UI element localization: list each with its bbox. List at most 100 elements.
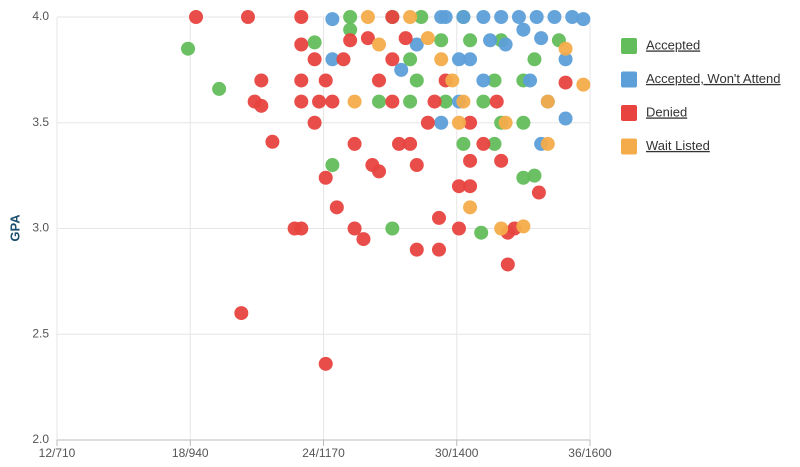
data-point [529, 10, 544, 24]
data-point [463, 200, 478, 215]
data-point [307, 52, 322, 67]
data-point [434, 33, 449, 48]
data-point [189, 10, 204, 24]
data-point [494, 221, 509, 236]
y-tick-label: 3.5 [32, 115, 49, 129]
data-point [498, 37, 513, 52]
y-tick-label: 3.0 [32, 221, 49, 235]
data-point [451, 179, 466, 194]
data-point [576, 77, 591, 92]
data-point [527, 168, 542, 183]
data-point [427, 94, 442, 109]
data-point [372, 164, 387, 179]
data-point [414, 10, 429, 24]
data-point [307, 115, 322, 130]
data-point [494, 153, 509, 168]
data-point [516, 115, 531, 130]
data-point [476, 73, 491, 88]
data-point [409, 37, 424, 52]
x-tick-label: 18/940 [172, 446, 209, 460]
data-point [409, 158, 424, 173]
data-point [494, 10, 509, 24]
y-tick-label: 4.0 [32, 9, 49, 23]
data-point [372, 73, 387, 88]
x-tick-label: 30/1400 [435, 446, 479, 460]
data-point [356, 232, 371, 247]
data-point [254, 73, 269, 88]
data-point [212, 81, 227, 96]
legend-swatch[interactable] [621, 38, 637, 54]
data-point [451, 115, 466, 130]
data-point [181, 41, 196, 56]
data-point [385, 10, 400, 24]
data-point [318, 356, 333, 371]
data-point [540, 94, 555, 109]
data-point [565, 10, 580, 24]
data-point [343, 10, 358, 24]
data-point [445, 73, 460, 88]
data-point [307, 35, 322, 50]
legend-swatch[interactable] [621, 138, 637, 155]
data-point [431, 210, 446, 225]
data-point [312, 94, 327, 109]
data-point [385, 94, 400, 109]
data-point [516, 170, 531, 185]
data-point [540, 136, 555, 151]
data-point [547, 10, 562, 24]
data-point [254, 98, 269, 113]
data-point [409, 242, 424, 257]
data-point [516, 219, 531, 234]
legend-label[interactable]: Accepted, Won't Attend [646, 71, 781, 86]
data-point [403, 94, 418, 109]
legend-label[interactable]: Denied [646, 104, 687, 119]
data-point [420, 31, 435, 46]
x-tick-label: 12/710 [39, 446, 76, 460]
x-tick-label: 36/1600 [568, 446, 612, 460]
data-point [294, 94, 309, 109]
data-point [294, 221, 309, 236]
data-point [576, 12, 591, 27]
data-point [234, 306, 249, 321]
data-point [325, 52, 340, 67]
data-point [456, 10, 471, 24]
data-point [343, 22, 358, 37]
x-tick-label: 24/1170 [302, 446, 345, 460]
data-point [438, 94, 453, 109]
data-point [347, 221, 362, 236]
legend-label[interactable]: Accepted [646, 37, 700, 52]
data-point [336, 52, 351, 67]
data-point [463, 179, 478, 194]
data-point [403, 52, 418, 67]
data-point [500, 257, 515, 272]
data-point [483, 33, 498, 48]
legend-swatch[interactable] [621, 71, 637, 88]
data-point [463, 52, 478, 67]
data-point [343, 33, 358, 48]
data-point [372, 37, 387, 52]
data-point [431, 242, 446, 257]
data-point [523, 73, 538, 88]
data-point [558, 52, 573, 67]
data-point [463, 153, 478, 168]
legend-swatch[interactable] [621, 105, 637, 121]
data-point [456, 94, 471, 109]
data-point [474, 225, 489, 240]
data-point [294, 10, 309, 24]
data-point [325, 12, 340, 27]
data-point [463, 115, 478, 130]
data-point [558, 41, 573, 56]
data-point [516, 22, 531, 37]
data-point [451, 52, 466, 67]
data-point [434, 52, 449, 67]
data-point [451, 221, 466, 236]
data-point [489, 94, 504, 109]
data-point [534, 31, 549, 46]
data-point [372, 94, 387, 109]
legend-label[interactable]: Wait Listed [646, 138, 710, 153]
data-point [385, 221, 400, 236]
data-point [385, 52, 400, 67]
data-point [360, 10, 375, 24]
data-point [347, 94, 362, 109]
y-tick-label: 2.0 [32, 432, 49, 446]
